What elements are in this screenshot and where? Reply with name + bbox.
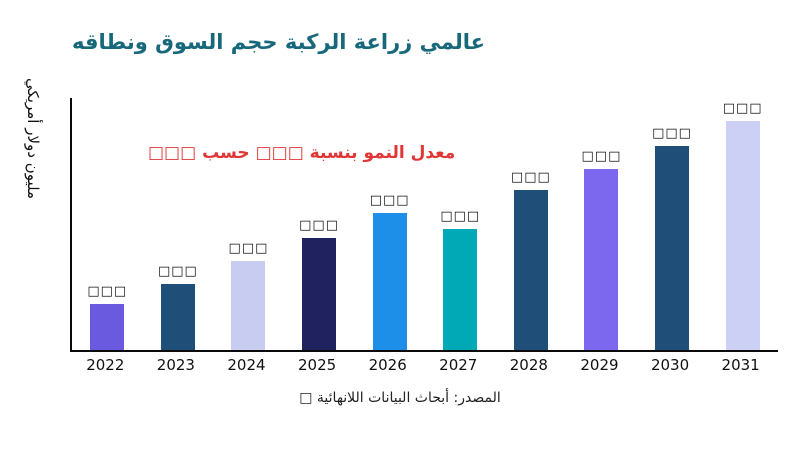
bar-column: □□□ (496, 98, 567, 350)
x-tick-label: 2023 (156, 356, 195, 374)
bar-column: □□□ (284, 98, 355, 350)
bar (231, 260, 266, 350)
x-axis-tick-labels: 2022 2023 2024 2025 2026 2027 2028 2029 2030 2031 (70, 356, 776, 374)
bar-value-label: □□□ (652, 126, 692, 142)
bar (90, 304, 125, 350)
bar-value-label: □□□ (157, 263, 198, 279)
bar-column: □□□ (72, 98, 143, 350)
bar-value-label: □□□ (87, 284, 128, 300)
bar-value-label: □□□ (581, 149, 622, 165)
bar (160, 283, 195, 350)
bars-container: □□□ □□□ □□□ □□□ □□□ □□□ □□□ □□□ □□□ □□□ (72, 98, 778, 350)
x-tick-label: 2028 (509, 356, 548, 374)
bar-column: □□□ (143, 98, 214, 350)
bar-value-label: □□□ (369, 192, 410, 208)
bar-column: □□□ (354, 98, 425, 350)
x-tick-label: 2027 (439, 356, 478, 374)
source-caption: المصدر: أبحاث البيانات اللانهائية □ (299, 390, 501, 406)
bar-column: □□□ (425, 98, 496, 350)
bar-column: □□□ (566, 98, 637, 350)
x-tick-label: 2030 (650, 356, 690, 374)
chart-title: عالمي زراعة الركبة حجم السوق ونطاقه (72, 30, 486, 54)
y-axis-label: مليون دولار أمريكي (24, 78, 42, 199)
bar (584, 169, 619, 350)
bar-column: □□□ (637, 98, 708, 350)
growth-rate-annotation: معدل النمو بنسبة □□□ حسب □□□ (148, 143, 456, 163)
x-tick-label: 2031 (721, 356, 760, 374)
bar (655, 146, 690, 350)
bar-value-label: □□□ (228, 240, 269, 256)
x-tick-label: 2024 (227, 356, 266, 374)
bar-value-label: □□□ (722, 100, 763, 116)
bar-value-label: □□□ (440, 208, 481, 224)
bar (302, 237, 337, 350)
x-tick-label: 2026 (368, 356, 407, 374)
x-tick-label: 2025 (297, 356, 337, 374)
x-tick-label: 2029 (580, 356, 619, 374)
bar (513, 189, 548, 350)
bar (372, 212, 407, 350)
bar-value-label: □□□ (510, 169, 551, 185)
x-tick-label: 2022 (86, 356, 125, 374)
bar-column: □□□ (213, 98, 284, 350)
plot-area: □□□ □□□ □□□ □□□ □□□ □□□ □□□ □□□ □□□ □□□ (70, 98, 778, 352)
bar-value-label: □□□ (299, 217, 339, 233)
bar (443, 228, 478, 350)
bar-column: □□□ (707, 98, 778, 350)
bar (725, 120, 760, 350)
